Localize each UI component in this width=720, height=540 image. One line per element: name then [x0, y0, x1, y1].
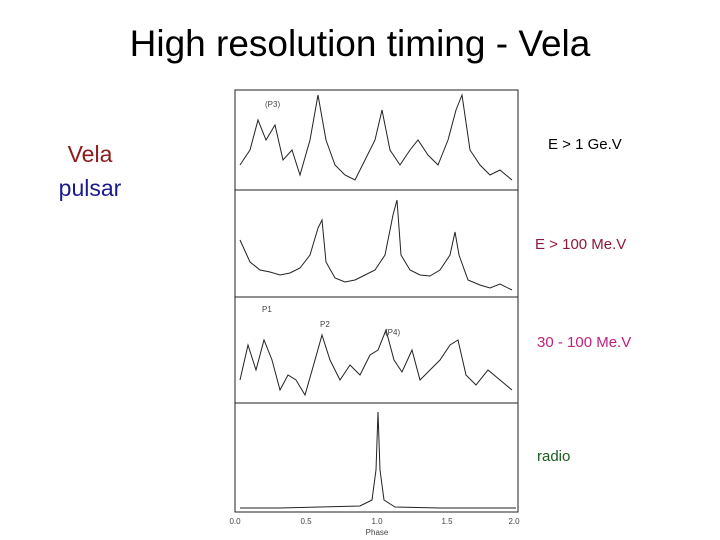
- x-tick-label: 1.0: [371, 517, 383, 526]
- panel-label: E > 100 Me.V: [535, 236, 626, 253]
- panel-label: radio: [537, 448, 570, 465]
- figure-frame: [234, 89, 519, 513]
- light-curve: [240, 411, 516, 509]
- x-tick-label: 0.5: [300, 517, 312, 526]
- figure: (P3) P1 P2 (P4) 0.0 0.5 1.0 1.5 2.0 Phas…: [229, 89, 520, 537]
- subject-line: Vela: [68, 141, 113, 167]
- subject-line: pulsar: [59, 175, 122, 201]
- peak-label: (P4): [385, 328, 400, 337]
- x-axis-label: Phase: [366, 528, 389, 537]
- peak-label: P1: [262, 305, 272, 314]
- light-curve: [239, 93, 513, 181]
- panel-label: E > 1 Ge.V: [548, 136, 622, 153]
- x-tick-label: 2.0: [508, 517, 520, 526]
- light-curve: [239, 328, 513, 397]
- peak-label: P2: [320, 320, 330, 329]
- panel-label: 30 - 100 Me.V: [537, 334, 631, 351]
- x-tick-label: 1.5: [441, 517, 453, 526]
- x-tick-label: 0.0: [229, 517, 241, 526]
- slide-title: High resolution timing - Vela: [130, 23, 591, 64]
- peak-label: (P3): [265, 100, 280, 109]
- light-curve: [239, 199, 513, 291]
